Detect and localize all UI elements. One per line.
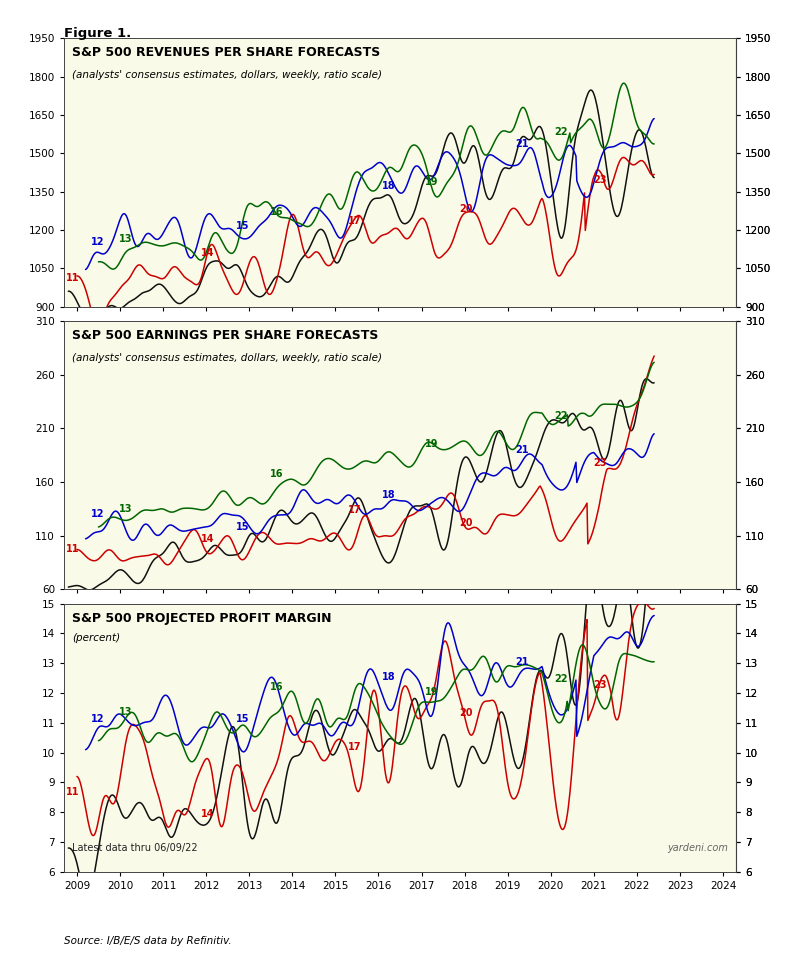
Text: 21: 21 bbox=[516, 140, 530, 149]
Text: 15: 15 bbox=[236, 221, 250, 231]
Text: 16: 16 bbox=[270, 206, 284, 217]
Text: 17: 17 bbox=[348, 505, 362, 515]
Text: 13: 13 bbox=[119, 504, 133, 513]
Text: 18: 18 bbox=[382, 182, 396, 191]
Text: 15: 15 bbox=[236, 714, 250, 725]
Text: (analysts' consensus estimates, dollars, weekly, ratio scale): (analysts' consensus estimates, dollars,… bbox=[72, 71, 382, 80]
Text: 18: 18 bbox=[382, 672, 396, 683]
Text: 18: 18 bbox=[382, 490, 396, 500]
Text: 22: 22 bbox=[554, 127, 568, 137]
Text: 21: 21 bbox=[516, 445, 530, 455]
Text: S&P 500 REVENUES PER SHARE FORECASTS: S&P 500 REVENUES PER SHARE FORECASTS bbox=[72, 46, 380, 59]
Text: Source: I/B/E/S data by Refinitiv.: Source: I/B/E/S data by Refinitiv. bbox=[64, 937, 232, 946]
Text: S&P 500 EARNINGS PER SHARE FORECASTS: S&P 500 EARNINGS PER SHARE FORECASTS bbox=[72, 329, 378, 342]
Text: S&P 500 PROJECTED PROFIT MARGIN: S&P 500 PROJECTED PROFIT MARGIN bbox=[72, 612, 331, 624]
Text: Latest data thru 06/09/22: Latest data thru 06/09/22 bbox=[72, 843, 198, 853]
Text: 13: 13 bbox=[119, 707, 133, 717]
Text: 19: 19 bbox=[426, 177, 438, 187]
Text: 11: 11 bbox=[66, 273, 79, 283]
Text: 15: 15 bbox=[236, 522, 250, 532]
Text: Figure 1.: Figure 1. bbox=[64, 27, 131, 40]
Text: 12: 12 bbox=[91, 509, 105, 518]
Text: 12: 12 bbox=[91, 713, 105, 724]
Text: 23: 23 bbox=[594, 175, 606, 185]
Text: yardeni.com: yardeni.com bbox=[667, 843, 728, 853]
Text: 14: 14 bbox=[202, 249, 214, 258]
Text: (percent): (percent) bbox=[72, 633, 120, 643]
Text: 12: 12 bbox=[91, 236, 105, 247]
Text: 14: 14 bbox=[202, 809, 214, 819]
Text: 14: 14 bbox=[202, 534, 214, 544]
Text: 11: 11 bbox=[66, 787, 79, 796]
Text: 21: 21 bbox=[516, 657, 530, 667]
Text: (analysts' consensus estimates, dollars, weekly, ratio scale): (analysts' consensus estimates, dollars,… bbox=[72, 353, 382, 363]
Text: 17: 17 bbox=[348, 216, 362, 226]
Text: 13: 13 bbox=[119, 234, 133, 245]
Text: 20: 20 bbox=[460, 518, 474, 528]
Text: 22: 22 bbox=[554, 674, 568, 684]
Text: 23: 23 bbox=[594, 458, 606, 467]
Text: 19: 19 bbox=[426, 686, 438, 697]
Text: 20: 20 bbox=[460, 205, 474, 214]
Text: 22: 22 bbox=[554, 411, 568, 422]
Text: 11: 11 bbox=[66, 544, 79, 554]
Text: 16: 16 bbox=[270, 468, 284, 479]
Text: 23: 23 bbox=[594, 680, 606, 690]
Text: 17: 17 bbox=[348, 742, 362, 751]
Text: 16: 16 bbox=[270, 682, 284, 692]
Text: 20: 20 bbox=[460, 707, 474, 718]
Text: 19: 19 bbox=[426, 439, 438, 448]
